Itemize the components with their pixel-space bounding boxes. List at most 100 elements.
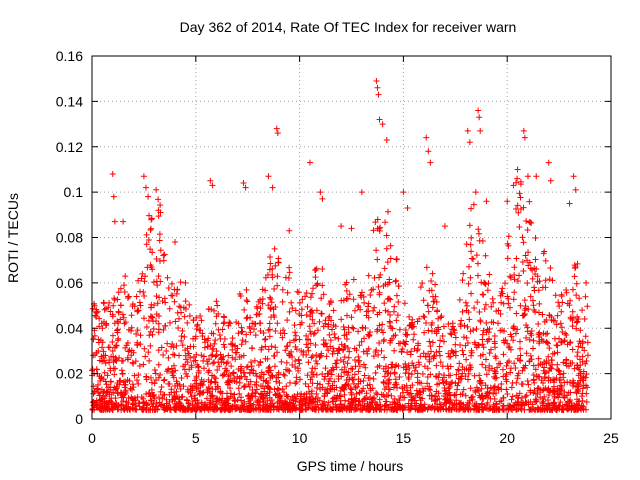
- data-point: [328, 386, 335, 393]
- data-point: [566, 339, 573, 346]
- data-point: [368, 287, 375, 294]
- data-point: [574, 382, 581, 389]
- chart-title: Day 362 of 2014, Rate Of TEC Index for r…: [180, 19, 517, 35]
- data-point: [229, 370, 236, 377]
- data-point: [119, 398, 126, 405]
- data-point: [334, 357, 341, 364]
- data-point: [366, 381, 373, 388]
- data-point: [476, 237, 483, 244]
- data-point: [355, 358, 362, 365]
- data-point: [266, 364, 273, 371]
- data-point: [103, 389, 110, 396]
- data-point: [493, 374, 500, 381]
- data-point: [104, 403, 111, 410]
- data-point: [244, 298, 251, 305]
- data-point: [455, 406, 462, 413]
- data-point: [564, 392, 571, 399]
- data-point: [464, 127, 471, 134]
- data-point: [114, 296, 121, 303]
- data-point: [472, 406, 479, 413]
- data-point: [165, 354, 172, 361]
- data-point: [405, 374, 412, 381]
- data-point: [547, 377, 554, 384]
- data-point: [499, 403, 506, 410]
- data-point: [423, 264, 430, 271]
- data-point: [234, 373, 241, 380]
- data-point: [99, 325, 106, 332]
- data-point: [365, 333, 372, 340]
- data-point: [122, 319, 129, 326]
- data-point: [365, 272, 372, 279]
- data-point: [526, 336, 533, 343]
- data-point: [527, 352, 534, 359]
- data-point: [184, 345, 191, 352]
- data-point: [143, 324, 150, 331]
- data-point: [156, 399, 163, 406]
- data-point: [226, 378, 233, 385]
- data-point: [353, 383, 360, 390]
- data-point: [322, 365, 329, 372]
- data-point: [253, 406, 260, 413]
- data-point: [109, 170, 116, 177]
- data-point: [199, 332, 206, 339]
- data-point: [106, 399, 113, 406]
- data-point: [409, 360, 416, 367]
- data-point: [306, 393, 313, 400]
- data-point: [100, 405, 107, 412]
- data-point: [557, 382, 564, 389]
- data-point: [451, 329, 458, 336]
- data-point: [535, 333, 542, 340]
- data-point: [363, 395, 370, 402]
- data-point: [283, 359, 290, 366]
- data-point: [560, 392, 567, 399]
- x-axis-label: GPS time / hours: [297, 458, 404, 474]
- data-point: [569, 346, 576, 353]
- data-point: [427, 343, 434, 350]
- data-point: [157, 371, 164, 378]
- data-point: [465, 309, 472, 316]
- data-point: [146, 212, 153, 219]
- data-point: [180, 363, 187, 370]
- data-point: [247, 329, 254, 336]
- data-point: [399, 406, 406, 413]
- data-point: [462, 299, 469, 306]
- data-point: [327, 343, 334, 350]
- data-point: [106, 357, 113, 364]
- data-point: [157, 278, 164, 285]
- data-point: [375, 283, 382, 290]
- data-point: [158, 383, 165, 390]
- data-point: [560, 374, 567, 381]
- data-point: [426, 356, 433, 363]
- data-point: [207, 177, 214, 184]
- data-point: [125, 293, 132, 300]
- data-point: [279, 286, 286, 293]
- data-point: [157, 402, 164, 409]
- data-point: [305, 359, 312, 366]
- data-point: [480, 327, 487, 334]
- data-point: [524, 328, 531, 335]
- data-point: [525, 262, 532, 269]
- data-point: [262, 392, 269, 399]
- data-point: [529, 297, 536, 304]
- data-point: [530, 302, 537, 309]
- data-point: [540, 338, 547, 345]
- data-point: [251, 326, 258, 333]
- data-point: [341, 354, 348, 361]
- data-point: [432, 373, 439, 380]
- data-point: [477, 352, 484, 359]
- data-point: [307, 376, 314, 383]
- data-point: [491, 373, 498, 380]
- data-point: [176, 315, 183, 322]
- data-point: [134, 377, 141, 384]
- data-point: [468, 349, 475, 356]
- data-point: [356, 357, 363, 364]
- data-point: [490, 390, 497, 397]
- data-point: [281, 372, 288, 379]
- data-point: [341, 391, 348, 398]
- data-point: [535, 331, 542, 338]
- data-point: [221, 344, 228, 351]
- data-point: [129, 404, 136, 411]
- data-point: [251, 357, 258, 364]
- data-point: [376, 116, 383, 123]
- data-point: [514, 175, 521, 182]
